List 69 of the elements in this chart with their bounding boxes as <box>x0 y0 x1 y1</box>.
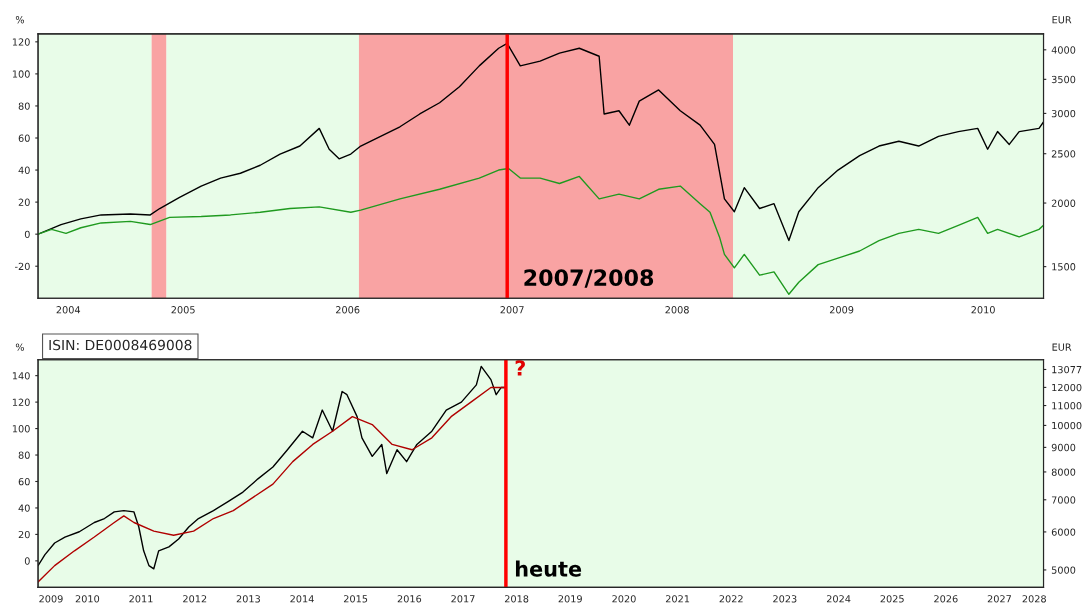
y-tick-label: 0 <box>24 557 30 565</box>
y2-tick-label: 2000 <box>1051 199 1076 207</box>
x-tick-label: 2019 <box>558 595 582 603</box>
y2-tick-label: 6000 <box>1051 528 1076 536</box>
y2-tick-label: 5000 <box>1051 566 1076 574</box>
y2-tick-label: 10000 <box>1052 421 1082 430</box>
x-tick-label: 2006 <box>336 306 360 314</box>
y2-tick-label: 3000 <box>1051 109 1076 118</box>
chart-title: ISIN: DE0008469008 <box>49 339 192 351</box>
x-tick-label: 2024 <box>826 595 851 603</box>
line-series <box>38 167 1044 295</box>
y2-tick-label: 13077 <box>1052 365 1082 374</box>
x-tick-label: 2013 <box>236 595 260 603</box>
y-tick-label: -20 <box>15 262 30 271</box>
y2-axis-title: EUR <box>1052 343 1072 351</box>
x-tick-label: 2025 <box>880 595 904 603</box>
y2-tick-label: 7000 <box>1051 496 1076 504</box>
y-axis-title: % <box>15 16 25 24</box>
y2-tick-label: 12000 <box>1052 383 1082 392</box>
y-tick-label: 40 <box>18 504 30 512</box>
x-tick-label: 2014 <box>290 595 314 603</box>
x-tick-label: 2009 <box>829 306 854 314</box>
x-tick-label: 2028 <box>1022 595 1046 603</box>
y2-tick-label: 3500 <box>1051 75 1076 84</box>
y2-tick-label: 9000 <box>1051 443 1076 452</box>
y-tick-label: 100 <box>12 70 30 78</box>
x-tick-label: 2016 <box>397 595 422 603</box>
x-tick-label: 2005 <box>171 306 195 314</box>
y-tick-label: 60 <box>18 134 30 142</box>
y-tick-label: 80 <box>18 451 30 459</box>
y-tick-label: 120 <box>12 398 30 406</box>
y-tick-label: 140 <box>12 372 30 380</box>
x-tick-label: 2026 <box>934 595 958 603</box>
x-tick-label: 2027 <box>987 595 1011 603</box>
x-tick-label: 2007 <box>500 306 524 314</box>
x-tick-label: 2011 <box>129 595 153 603</box>
annotation: heute <box>515 560 582 577</box>
y-tick-label: 120 <box>12 38 30 46</box>
line-series <box>38 42 1044 242</box>
y-axis-title: % <box>15 343 25 351</box>
ref-line-label: 2007/2008 <box>524 269 654 288</box>
y-tick-label: 0 <box>24 230 30 238</box>
line-series <box>38 386 507 583</box>
x-tick-label: 2023 <box>773 595 797 603</box>
x-tick-label: 2004 <box>56 306 81 314</box>
y-tick-label: 20 <box>18 198 30 206</box>
y2-axis-title: EUR <box>1052 16 1072 24</box>
y2-tick-label: 11000 <box>1052 402 1082 410</box>
y-tick-label: 40 <box>18 166 30 174</box>
y2-tick-label: 2500 <box>1051 150 1076 158</box>
y2-tick-label: 8000 <box>1051 468 1076 476</box>
y-tick-label: 60 <box>18 477 30 486</box>
y-tick-label: 100 <box>12 425 30 433</box>
x-tick-label: 2022 <box>719 595 743 603</box>
x-tick-label: 2012 <box>183 595 207 603</box>
x-tick-label: 2015 <box>343 595 368 603</box>
y2-tick-label: 1500 <box>1052 263 1076 271</box>
x-tick-label: 2021 <box>665 595 690 603</box>
y2-tick-label: 4000 <box>1051 46 1076 54</box>
x-tick-label: 2008 <box>665 306 689 314</box>
x-tick-label: 2010 <box>75 595 100 603</box>
y-tick-label: 80 <box>18 102 30 110</box>
x-tick-label: 2018 <box>504 595 529 603</box>
annotation: ? <box>515 360 525 376</box>
x-tick-label: 2010 <box>971 306 995 314</box>
x-tick-label: 2009 <box>39 595 63 603</box>
x-tick-label: 2020 <box>612 595 636 603</box>
y-tick-label: 20 <box>18 530 30 539</box>
x-tick-label: 2017 <box>451 595 475 603</box>
